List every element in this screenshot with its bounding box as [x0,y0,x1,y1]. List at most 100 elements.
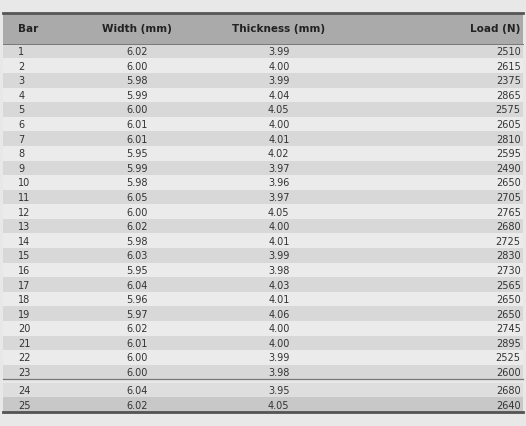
Text: 15: 15 [18,251,31,261]
Text: 4.04: 4.04 [268,91,289,101]
Text: 2640: 2640 [496,400,521,410]
Text: 6.02: 6.02 [126,323,147,334]
Bar [3,397,523,412]
Text: 5.95: 5.95 [126,149,148,159]
Text: 6.04: 6.04 [126,385,147,395]
Text: 6.05: 6.05 [126,193,147,202]
Bar [3,380,523,383]
Bar [3,176,523,190]
Text: 4.02: 4.02 [268,149,289,159]
Text: 3.99: 3.99 [268,353,289,363]
Text: 5.99: 5.99 [126,164,147,173]
Text: 2650: 2650 [496,309,521,319]
Text: 2765: 2765 [496,207,521,217]
Text: 24: 24 [18,385,31,395]
Text: 6.02: 6.02 [126,400,147,410]
Text: Thickness (mm): Thickness (mm) [232,24,326,35]
Bar [3,234,523,248]
Text: 19: 19 [18,309,31,319]
Text: 6: 6 [18,120,25,130]
Text: 4.01: 4.01 [268,134,289,144]
Text: 2650: 2650 [496,294,521,305]
Text: 4.01: 4.01 [268,294,289,305]
Text: 9: 9 [18,164,25,173]
Text: 4.00: 4.00 [268,222,289,232]
Text: 2615: 2615 [496,62,521,72]
Bar [3,161,523,176]
Bar [3,219,523,234]
Text: 20: 20 [18,323,31,334]
Text: 3.99: 3.99 [268,47,289,57]
Text: 1: 1 [18,47,25,57]
Text: 4.06: 4.06 [268,309,289,319]
Bar [3,336,523,350]
Text: 5: 5 [18,105,25,115]
Text: 12: 12 [18,207,31,217]
Bar [3,205,523,219]
Text: 21: 21 [18,338,31,348]
Text: 6.00: 6.00 [126,105,147,115]
Text: 5.99: 5.99 [126,91,147,101]
Text: 2490: 2490 [496,164,521,173]
Text: 2865: 2865 [496,91,521,101]
Text: 2680: 2680 [496,385,521,395]
Bar [3,307,523,321]
Text: 3.97: 3.97 [268,193,289,202]
Text: 2605: 2605 [496,120,521,130]
Text: 8: 8 [18,149,25,159]
Text: 22: 22 [18,353,31,363]
Text: 2565: 2565 [496,280,521,290]
Text: 2680: 2680 [496,222,521,232]
Text: 4.05: 4.05 [268,105,289,115]
Text: 2510: 2510 [496,47,521,57]
Text: 6.02: 6.02 [126,47,147,57]
Bar [3,292,523,307]
Text: 4.05: 4.05 [268,400,289,410]
Text: Width (mm): Width (mm) [102,24,171,35]
Text: 4.01: 4.01 [268,236,289,246]
Text: 6.00: 6.00 [126,367,147,377]
Text: 2: 2 [18,62,25,72]
Text: 5.98: 5.98 [126,236,147,246]
Text: 7: 7 [18,134,25,144]
Bar [3,74,523,88]
Text: 2895: 2895 [496,338,521,348]
Bar [3,59,523,74]
Text: 6.00: 6.00 [126,353,147,363]
Text: 6.03: 6.03 [126,251,147,261]
Text: Bar: Bar [18,24,38,35]
Text: 3.97: 3.97 [268,164,289,173]
Text: 6.01: 6.01 [126,338,147,348]
Text: 11: 11 [18,193,31,202]
Text: 2575: 2575 [495,105,521,115]
Text: 3.98: 3.98 [268,265,289,275]
Text: 6.02: 6.02 [126,222,147,232]
Text: 2810: 2810 [496,134,521,144]
Text: 3.99: 3.99 [268,251,289,261]
Text: 3.98: 3.98 [268,367,289,377]
Text: 18: 18 [18,294,31,305]
Text: 2830: 2830 [496,251,521,261]
Text: 3.99: 3.99 [268,76,289,86]
Bar [3,278,523,292]
Text: 13: 13 [18,222,31,232]
Bar [3,45,523,59]
Bar [3,14,523,45]
Text: 14: 14 [18,236,31,246]
Text: 2730: 2730 [496,265,521,275]
Text: 4.00: 4.00 [268,323,289,334]
Bar [3,132,523,147]
Text: 2745: 2745 [496,323,521,334]
Text: 5.98: 5.98 [126,178,147,188]
Text: 10: 10 [18,178,31,188]
Bar [3,383,523,397]
Text: 2705: 2705 [496,193,521,202]
Text: 6.00: 6.00 [126,62,147,72]
Bar [3,350,523,365]
Bar [3,103,523,118]
Text: 2650: 2650 [496,178,521,188]
Text: 6.04: 6.04 [126,280,147,290]
Text: 4.00: 4.00 [268,120,289,130]
Text: 5.95: 5.95 [126,265,148,275]
Text: 5.96: 5.96 [126,294,147,305]
